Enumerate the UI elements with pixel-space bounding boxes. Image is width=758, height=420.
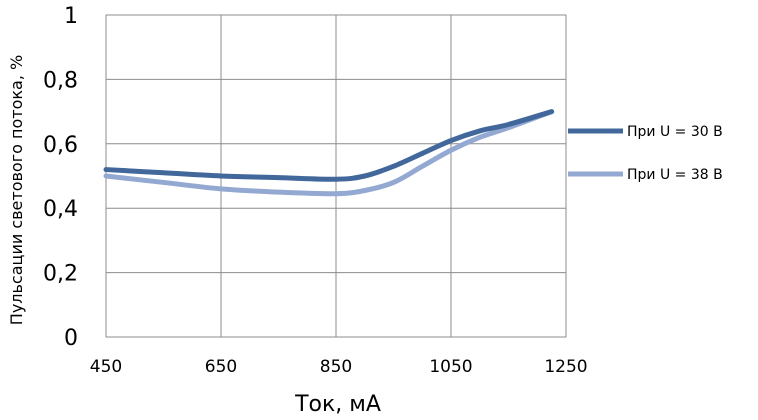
y-axis-title: Пульсации светового потока, % xyxy=(7,55,26,325)
y-tick-label: 0,2 xyxy=(43,262,78,287)
x-tick-label: 850 xyxy=(320,357,352,377)
y-tick-label: 0 xyxy=(64,326,78,351)
legend-label-2: При U = 38 В xyxy=(627,167,723,183)
x-axis-title: Ток, мА xyxy=(294,392,381,417)
series-line-2 xyxy=(103,109,555,197)
legend-label-1: При U = 30 В xyxy=(627,124,723,140)
y-tick-label: 1 xyxy=(64,4,78,29)
y-tick-label: 0,8 xyxy=(43,68,78,93)
x-tick-label: 1050 xyxy=(429,357,472,377)
x-tick-label: 1250 xyxy=(544,357,587,377)
y-tick-label: 0,4 xyxy=(43,197,78,222)
series-line-1 xyxy=(103,109,555,182)
legend: При U = 30 В При U = 38 В xyxy=(568,124,723,183)
x-axis-tick-labels: 450 650 850 1050 1250 xyxy=(90,357,588,377)
x-tick-label: 650 xyxy=(205,357,237,377)
y-axis-tick-labels: 0 0,2 0,4 0,6 0,8 1 xyxy=(43,4,78,351)
series-layer xyxy=(103,109,555,197)
x-tick-label: 450 xyxy=(90,357,122,377)
y-tick-label: 0,6 xyxy=(43,133,78,158)
